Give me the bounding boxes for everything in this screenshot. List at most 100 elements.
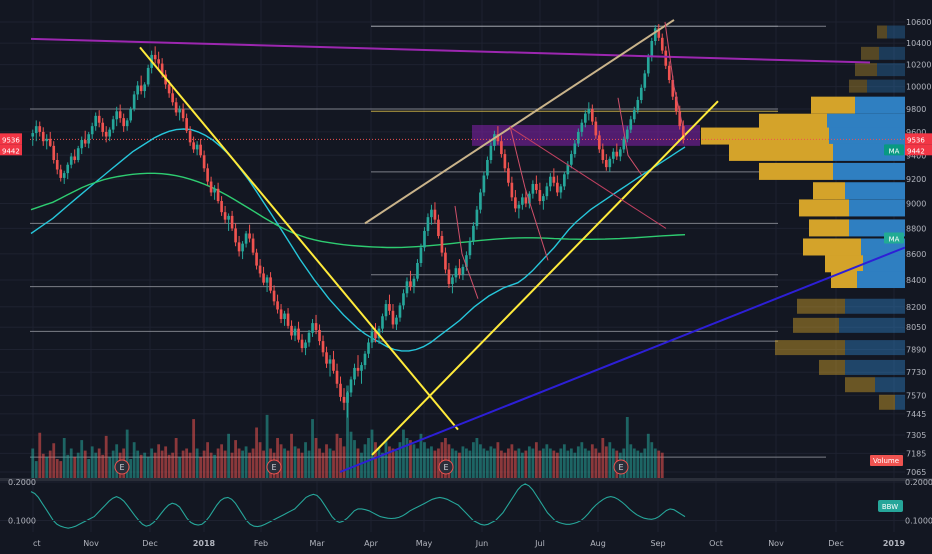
candle-body-37 [160,63,164,75]
candle-body-124 [465,255,468,267]
volume-bar-13 [76,452,80,480]
candle-body-151 [559,186,563,193]
volume-bar-164 [604,446,608,480]
vp-down-row-15 [845,298,905,314]
volume-bar-170 [625,417,629,480]
candle-body-110 [416,262,419,279]
candle-body-131 [489,145,493,160]
volume-bar-76 [297,448,300,480]
volume-bar-109 [412,444,416,480]
volume-bar-23 [111,450,115,480]
bbw-left-tick-0: 0.2000 [8,478,36,487]
time-label-12: Oct [709,539,723,548]
volume-bar-59 [237,448,241,480]
candle-body-41 [174,102,178,113]
volume-bar-111 [419,433,423,480]
price-tick-3: 10000 [906,83,931,92]
volume-bar-84 [325,444,328,480]
price-tick-0: 10600 [906,18,931,27]
candle-body-111 [419,247,423,263]
candle-body-113 [426,217,430,231]
volume-bar-54 [220,444,224,480]
time-label-5: Mar [309,539,325,548]
candle-body-152 [563,174,566,187]
time-label-8: Jun [475,539,489,548]
candle-body-12 [73,156,77,160]
volume-bar-142 [527,446,531,480]
candle-body-42 [178,109,181,113]
panel-divider [0,478,932,481]
volume-bar-42 [178,456,182,480]
volume-bar-61 [244,446,248,480]
price-tick-5: 9600 [906,128,926,137]
volume-bar-28 [129,459,133,480]
candle-body-57 [230,215,234,229]
candle-body-183 [671,79,675,97]
volume-bar-171 [629,444,633,480]
candle-body-59 [237,242,241,252]
vp-up-row-18 [819,359,845,375]
candle-body-46 [192,142,195,150]
volume-bar-114 [430,446,433,480]
volume-bar-177 [650,442,654,480]
candle-body-127 [475,209,479,226]
candle-body-118 [444,252,447,270]
volume-bar-70 [276,438,279,480]
volume-bar-12 [73,456,77,480]
candle-body-150 [556,182,559,193]
price-tick-11: 8400 [906,276,926,285]
candle-body-87 [335,370,339,384]
candle-body-0 [31,133,35,137]
vp-down-row-10 [849,199,905,217]
candle-body-33 [146,67,150,85]
candle-body-143 [531,183,535,194]
volume-bar-14 [80,440,84,480]
candle-body-174 [639,87,643,101]
volume-bar-151 [559,448,563,480]
volume-bar-130 [486,450,489,480]
vp-up-row-10 [799,199,849,217]
vp-down-row-9 [845,182,905,200]
volume-bar-0 [31,448,35,480]
blue-trendline [339,246,906,473]
volume-bar-92 [353,440,356,480]
candle-body-126 [472,225,475,242]
volume-bar-35 [153,452,157,480]
moving-average-line-0 [30,128,686,352]
price-tick-13: 8050 [906,323,926,332]
candle-body-83 [321,341,325,353]
candle-body-168 [618,149,622,157]
candle-body-61 [244,233,248,244]
candle-body-5 [48,138,52,146]
candle-body-100 [381,316,384,329]
candle-body-69 [272,290,276,302]
volume-bar-90 [346,385,349,480]
supply-zone [30,124,905,146]
candle-body-18 [94,115,98,127]
volume-bar-78 [304,442,307,480]
volume-bar-124 [465,448,468,480]
volume-bar-122 [458,452,461,480]
volume-bar-30 [136,450,140,480]
volume-bar-141 [524,450,528,480]
time-label-15: 2019 [883,539,906,548]
candle-body-107 [405,281,409,294]
candle-body-181 [664,50,668,66]
candle-body-177 [650,40,654,58]
vp-up-row-14 [831,271,857,289]
volume-bar-108 [409,440,412,480]
volume-bar-133 [496,442,500,480]
candle-body-93 [356,367,360,371]
vp-down-row-14 [857,271,905,289]
time-label-14: Dec [828,539,843,548]
candle-body-7 [55,159,59,170]
volume-bar-31 [139,454,143,480]
candle-body-119 [447,269,451,284]
left-price-tag-1: 9442 [2,147,20,155]
candle-body-172 [632,110,636,120]
trend-lines[interactable] [30,19,906,473]
red-diagonal-line [509,126,667,229]
candle-body-89 [342,396,346,403]
